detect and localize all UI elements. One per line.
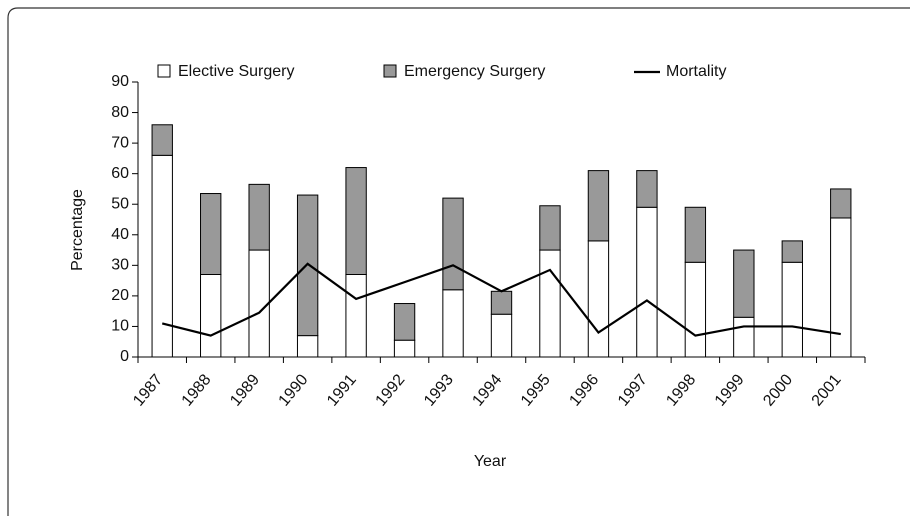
bar <box>248 249 270 358</box>
bar <box>636 206 658 358</box>
bar <box>830 217 852 358</box>
bar <box>830 188 852 219</box>
y-tick-label: 10 <box>111 318 129 335</box>
x-tick-label: 1987 <box>130 371 166 409</box>
legend-label: Emergency Surgery <box>404 63 545 80</box>
x-tick-label: 1999 <box>712 371 748 409</box>
bar <box>248 183 270 251</box>
legend-label: Elective Surgery <box>178 63 295 80</box>
bar <box>636 170 658 208</box>
x-tick-label: 1991 <box>324 371 360 409</box>
bar <box>296 335 319 358</box>
bar <box>781 261 803 358</box>
x-tick-label: 1998 <box>663 371 699 409</box>
y-tick-label: 50 <box>111 195 129 212</box>
y-tick-label: 70 <box>111 134 129 151</box>
y-tick-label: 40 <box>111 226 129 243</box>
bar <box>490 313 513 358</box>
legend-swatch <box>383 64 397 78</box>
bar <box>733 316 755 358</box>
x-axis-title: Year <box>474 453 507 470</box>
bar <box>684 261 707 358</box>
x-tick-label: 1992 <box>373 371 409 409</box>
y-tick-label: 80 <box>111 104 129 121</box>
line <box>161 262 841 337</box>
bar <box>345 274 367 358</box>
bar <box>393 303 416 341</box>
bar <box>442 289 464 358</box>
bar <box>539 249 561 358</box>
x-tick-label: 1996 <box>566 371 602 409</box>
y-tick-label: 90 <box>111 73 129 90</box>
x-tick-label: 1994 <box>469 371 505 409</box>
bar <box>442 197 464 291</box>
x-tick-label: 1995 <box>518 371 554 409</box>
bar <box>151 154 173 358</box>
y-axis-title: Percentage <box>69 189 86 271</box>
x-tick-label: 1988 <box>179 371 215 409</box>
bar <box>587 240 610 358</box>
bar <box>200 193 222 275</box>
legend-label: Mortality <box>666 63 726 80</box>
bar <box>587 170 610 242</box>
x-tick-label: 1997 <box>615 371 651 409</box>
frame <box>7 7 910 516</box>
x-tick-label: 1993 <box>421 371 457 409</box>
y-tick-label: 60 <box>111 165 129 182</box>
bar <box>200 274 222 358</box>
bar <box>151 124 173 156</box>
x-tick-label: 1989 <box>227 371 263 409</box>
bar <box>393 339 416 358</box>
y-tick-label: 0 <box>120 348 129 365</box>
x-tick-label: 1990 <box>276 371 312 409</box>
bar <box>490 290 513 315</box>
legend-swatch <box>157 64 171 78</box>
bar <box>684 206 707 263</box>
bar <box>733 249 755 318</box>
y-tick-label: 20 <box>111 287 129 304</box>
y-tick-label: 30 <box>111 257 129 274</box>
bar <box>345 167 367 275</box>
x-tick-label: 2001 <box>809 371 845 409</box>
bar <box>539 205 561 251</box>
x-tick-label: 2000 <box>760 371 796 409</box>
bar <box>781 240 803 263</box>
